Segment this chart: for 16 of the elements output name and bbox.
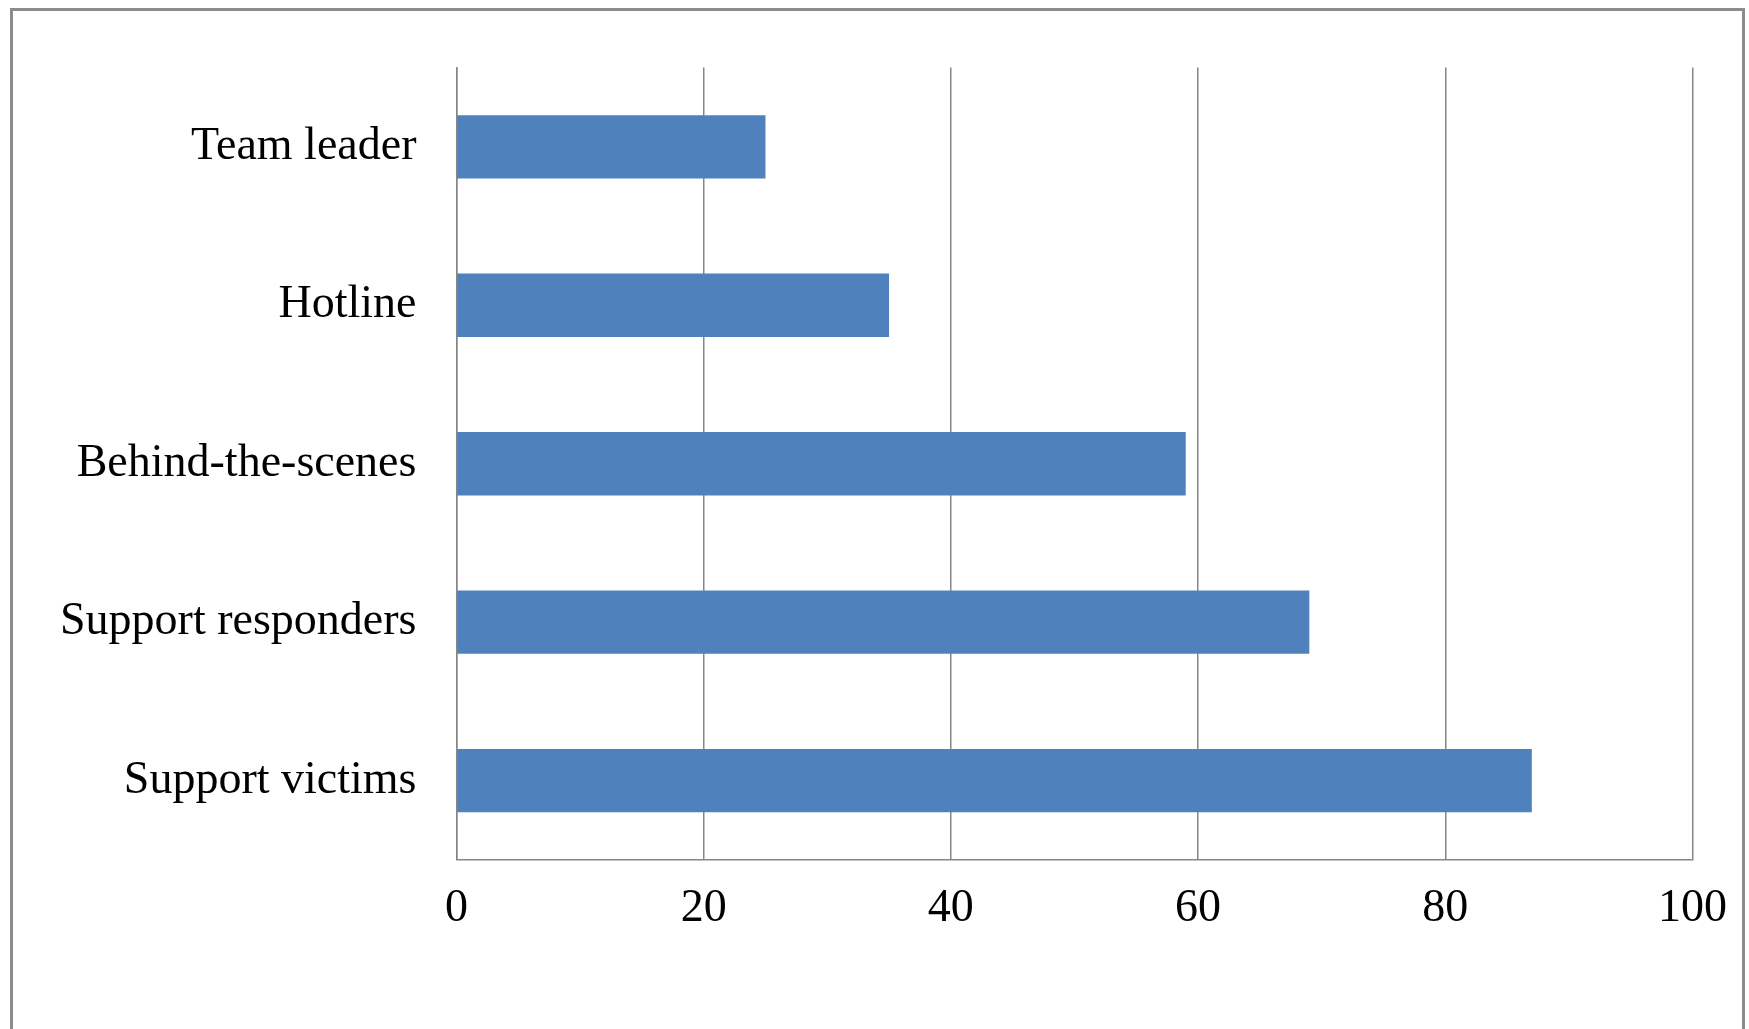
y-tick-label: Support responders [59, 593, 417, 645]
x-tick-label: 60 [1175, 880, 1222, 932]
bar [457, 273, 890, 337]
x-tick-label: 40 [927, 880, 974, 932]
x-tick-label: 100 [1658, 880, 1727, 932]
bar [457, 432, 1186, 496]
y-tick-label: Hotline [278, 276, 417, 328]
y-tick-label: Team leader [191, 117, 417, 169]
x-tick-label: 0 [444, 880, 468, 932]
y-tick-label: Support victims [123, 751, 417, 803]
bar [457, 115, 766, 179]
bar [457, 748, 1532, 813]
x-tick-label: 80 [1422, 880, 1469, 932]
x-tick-label: 20 [680, 880, 727, 932]
bar [457, 590, 1310, 654]
y-tick-label: Behind-the-scenes [76, 434, 417, 486]
